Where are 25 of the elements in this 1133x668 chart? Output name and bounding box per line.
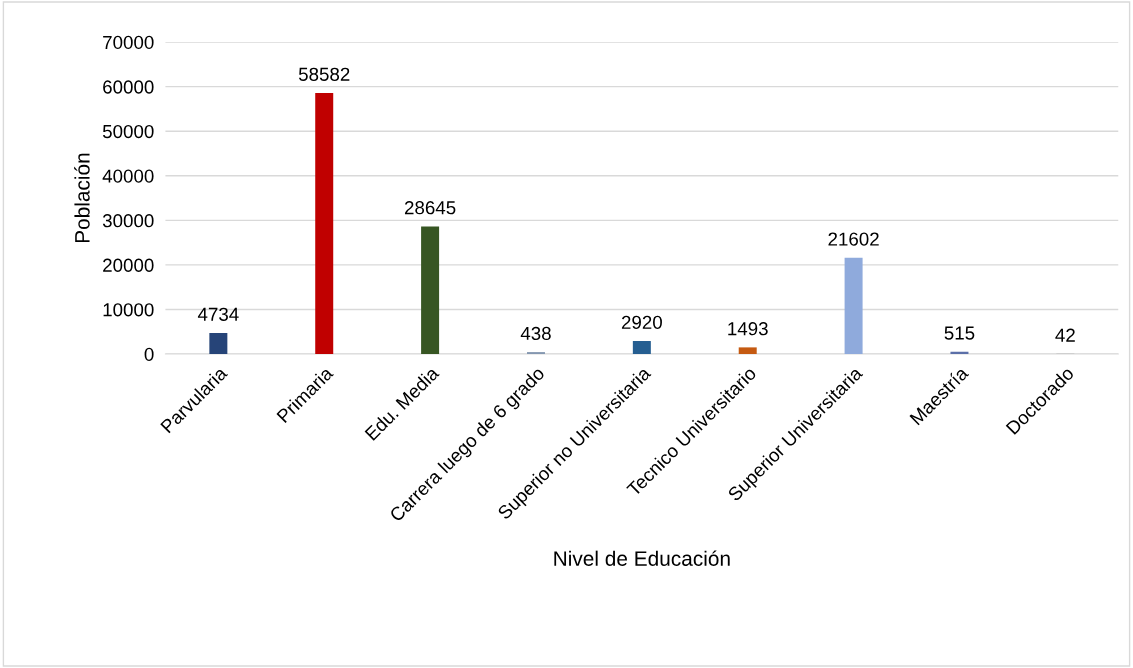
y-tick-label: 50000 [102,124,154,139]
data-label: 42 [1055,328,1075,342]
data-label: 21602 [828,232,879,246]
bar [738,347,757,355]
data-label: 2920 [621,315,662,329]
y-axis-title: Población [74,153,90,243]
y-tick-label: 0 [144,347,154,362]
data-label: 438 [520,326,551,341]
bar [209,332,228,355]
y-tick-label: 70000 [103,35,154,50]
data-label: 58582 [298,67,350,81]
bar [632,341,651,355]
y-tick-label: 30000 [102,214,154,228]
y-tick-label: 20000 [103,258,154,272]
bar [421,226,440,355]
data-label: 28645 [404,201,456,215]
bar [844,257,863,355]
y-tick-label: 10000 [103,303,154,317]
data-label: 4734 [197,307,239,321]
data-label: 1493 [728,322,768,336]
y-tick-label: 60000 [103,80,154,94]
y-tick-label: 40000 [102,169,154,183]
bar [315,92,334,355]
data-label: 515 [944,326,975,340]
x-axis-title: Nivel de Educación [554,550,730,566]
